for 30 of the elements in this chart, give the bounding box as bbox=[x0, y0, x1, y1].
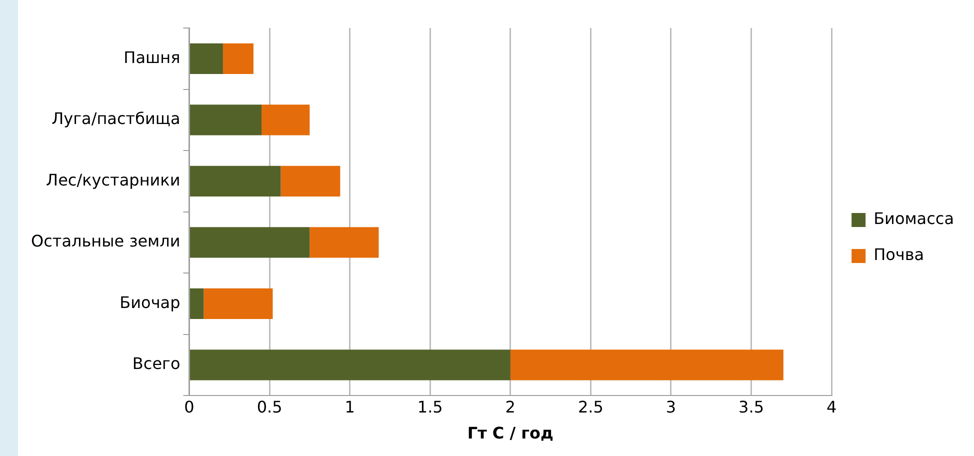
y-tick-label: Пашня bbox=[124, 48, 180, 67]
bar bbox=[510, 350, 784, 380]
bar bbox=[190, 227, 310, 258]
y-tick-label: Луга/пастбища bbox=[52, 109, 180, 128]
bar bbox=[190, 104, 262, 136]
bar bbox=[190, 43, 223, 74]
legend-label: Биомасса bbox=[874, 209, 954, 228]
bar bbox=[190, 350, 510, 380]
bar bbox=[310, 227, 379, 258]
x-tick-label: 4 bbox=[826, 397, 837, 416]
y-tick-label: Остальные земли bbox=[30, 232, 180, 251]
x-axis-title: Гт C / год bbox=[467, 424, 554, 443]
x-tick-label: 1 bbox=[344, 397, 355, 416]
x-tick-label: 3 bbox=[666, 397, 676, 416]
x-tick-label: 2 bbox=[505, 397, 516, 416]
x-tick-label: 0 bbox=[184, 397, 194, 416]
x-tick-label: 3.5 bbox=[738, 397, 764, 416]
bar bbox=[190, 166, 281, 196]
bar bbox=[190, 288, 204, 320]
bar bbox=[222, 43, 254, 74]
x-tick-label: 0.5 bbox=[256, 397, 282, 416]
x-tick-label: 1.5 bbox=[417, 397, 443, 416]
bar bbox=[204, 288, 273, 320]
legend-label: Почва bbox=[874, 245, 924, 264]
x-tick-label: 2.5 bbox=[578, 397, 604, 416]
y-tick-label: Биочар bbox=[120, 292, 180, 312]
bar bbox=[262, 104, 310, 136]
bar bbox=[280, 166, 340, 196]
y-tick-label: Лес/кустарники bbox=[46, 170, 180, 190]
y-tick-label: Всего bbox=[132, 354, 180, 374]
